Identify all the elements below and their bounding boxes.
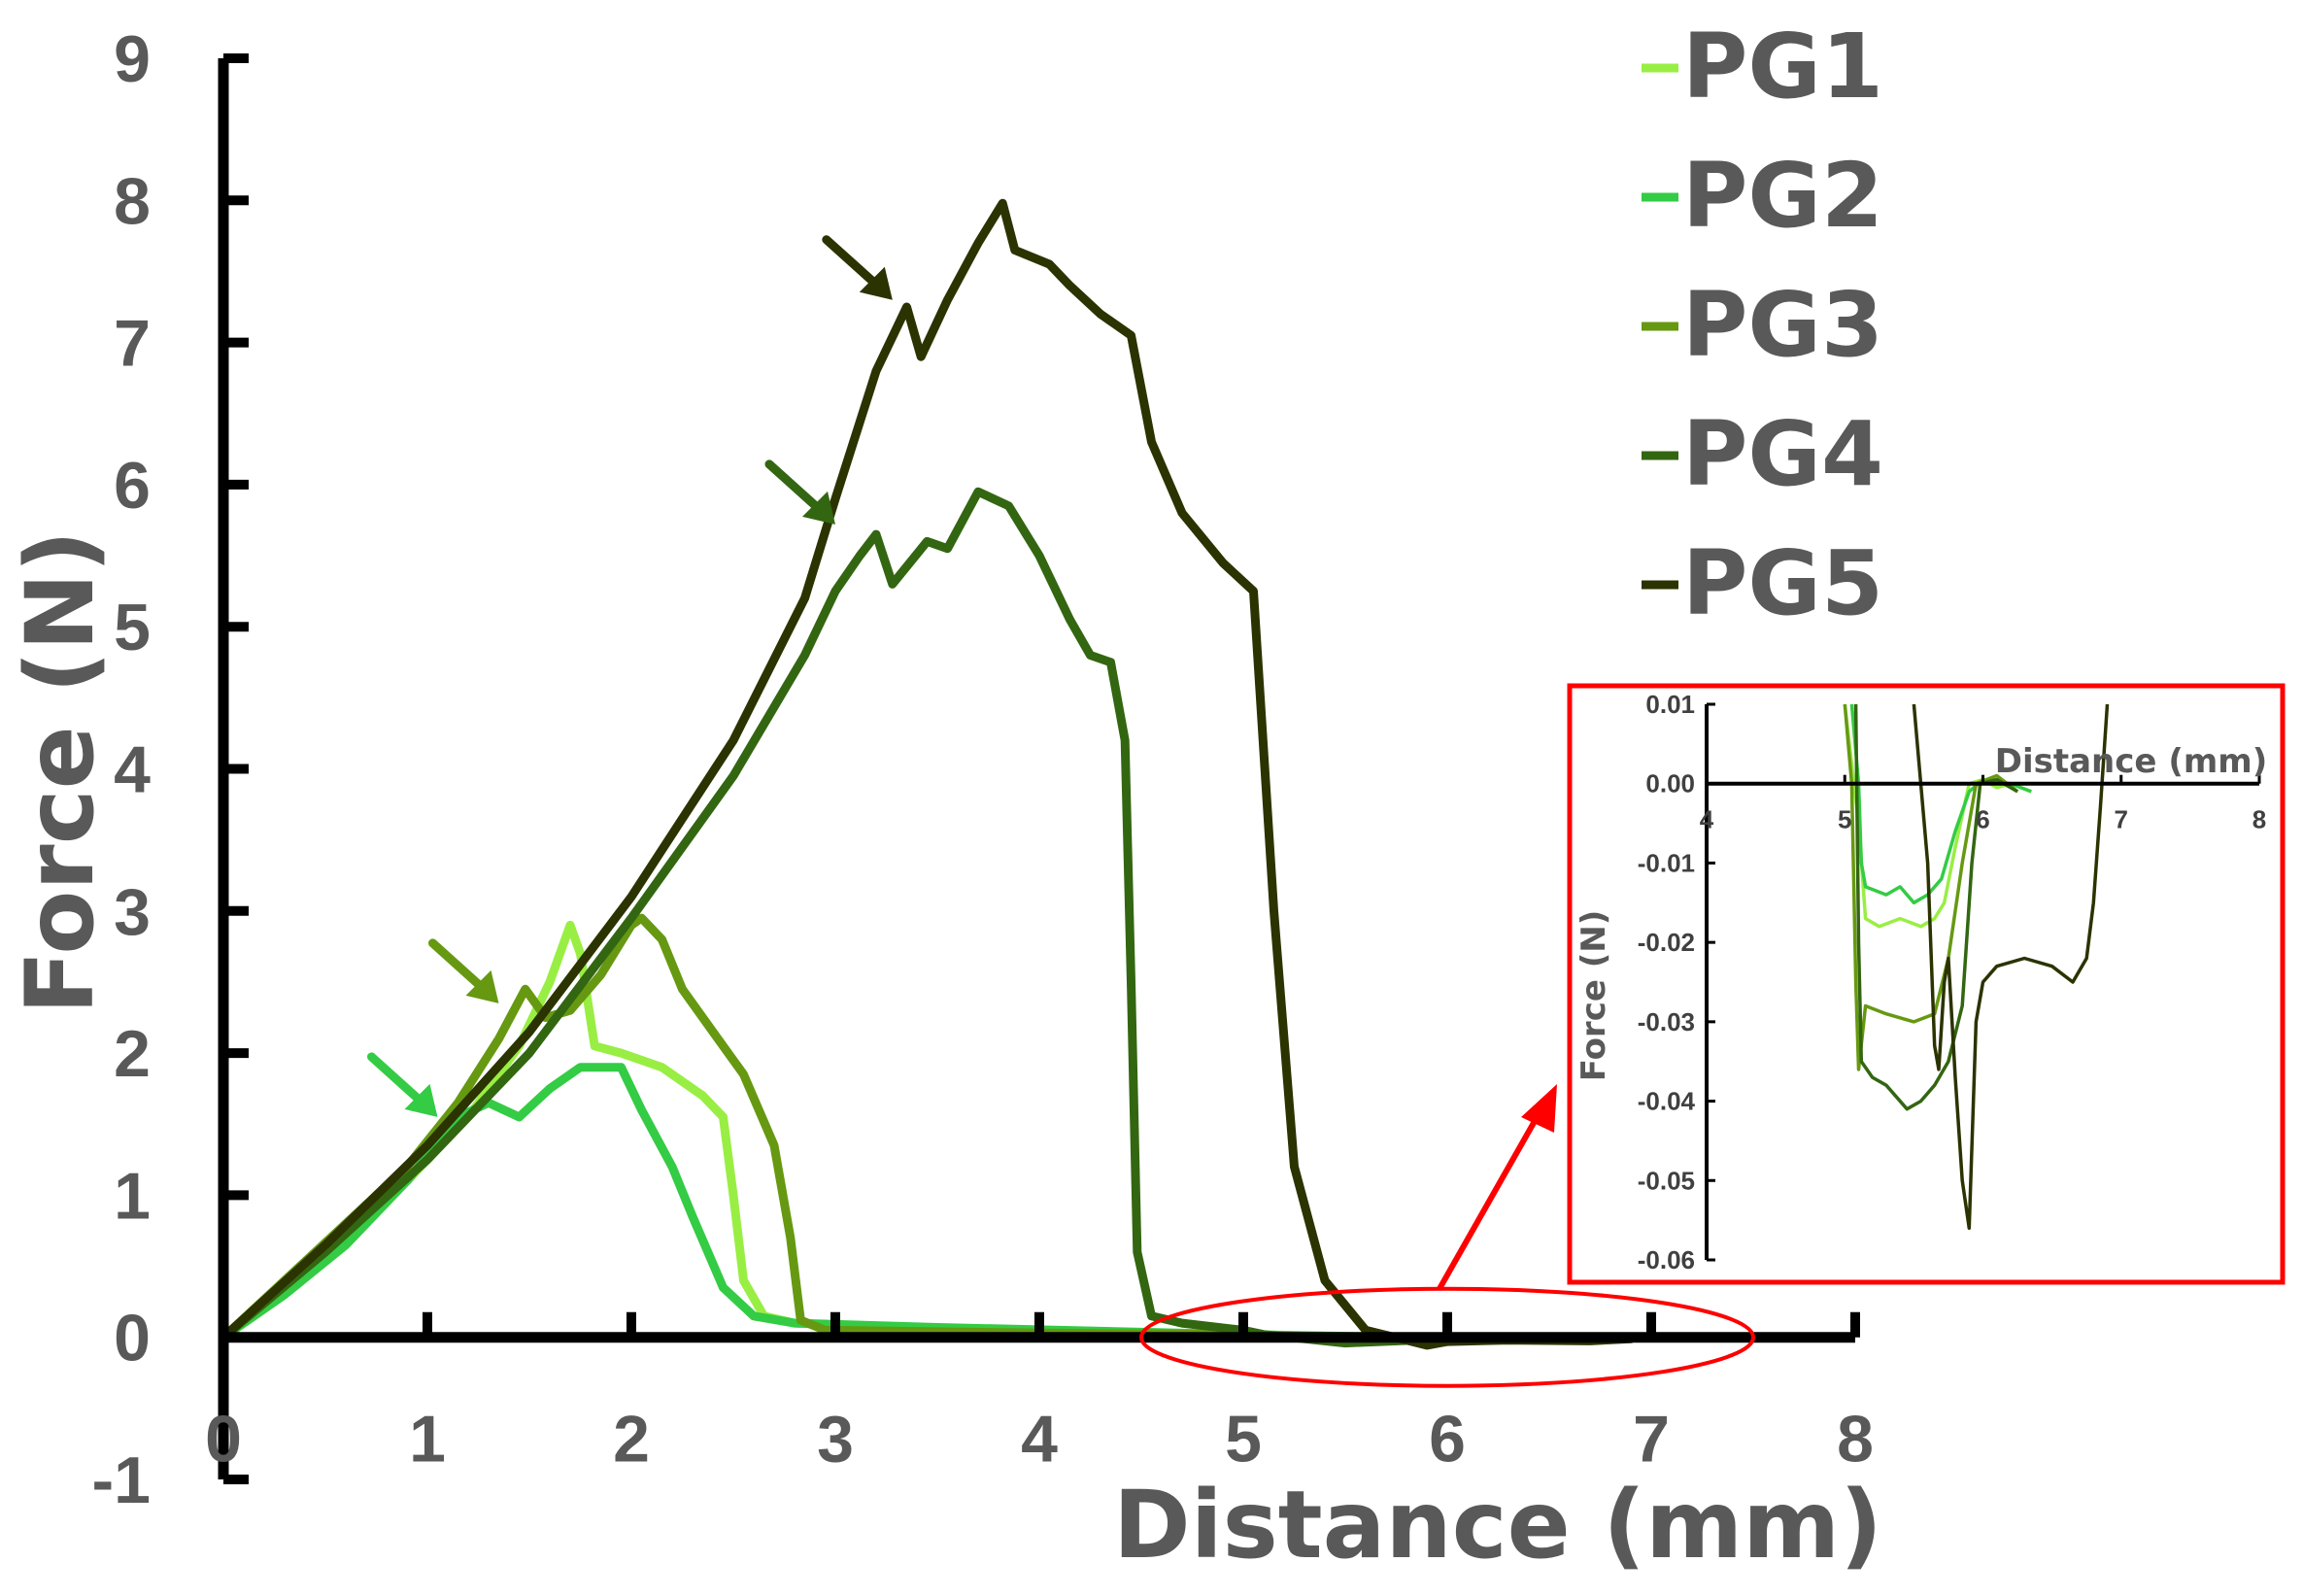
inset-x-tick-label: 4 [1700, 805, 1714, 834]
y-tick-label: 6 [114, 449, 151, 523]
inset-y-tick-label: -0.02 [1638, 928, 1695, 957]
inset-series-line-pg5 [1912, 704, 2110, 1231]
y-tick-label: 0 [114, 1302, 151, 1375]
y-tick-label: 1 [114, 1159, 151, 1233]
x-axis-title: Distance (mm) [1113, 1471, 1882, 1579]
y-tick-label: 9 [114, 22, 151, 96]
legend-label-pg1: PG1 [1682, 15, 1883, 119]
series-line-pg5 [219, 198, 1636, 1350]
inset-x-tick-label: 6 [1976, 805, 1989, 834]
arrow-head-pg5 [859, 266, 893, 300]
annotation-group [367, 235, 1755, 1388]
inset-x-tick-label: 7 [2115, 805, 2128, 834]
zoom-pointer-line [1437, 1105, 1545, 1291]
series-line-pg1 [219, 920, 1513, 1345]
series-line-pg4 [219, 487, 1452, 1348]
inset-axes: 4 5 6 7 8 0.01 0.00 -0.01 -0.02 -0.03 -0.04 -0.05 -0… [1638, 690, 2267, 1274]
inset-x-tick-label: 5 [1838, 805, 1851, 834]
y-tick-label: 7 [114, 307, 151, 381]
inset-y-tick-label: 0.01 [1645, 690, 1695, 719]
main-chart: 0 1 2 3 4 5 6 7 8 -1 0 1 2 3 4 5 6 7 8 9 Force (N) Distance… [6, 22, 1882, 1579]
y-axis-title: Force (N) [6, 530, 115, 1015]
inset-y-tick-label: -0.01 [1638, 848, 1695, 877]
arrow-head-pg3 [465, 969, 499, 1003]
inset-y-tick-label: -0.03 [1638, 1007, 1695, 1036]
legend-label-pg5: PG5 [1682, 531, 1883, 635]
x-tick-label: 0 [205, 1403, 242, 1477]
x-tick-label: 7 [1633, 1403, 1670, 1477]
y-tick-label: 2 [114, 1017, 151, 1091]
y-tick-label: 5 [114, 591, 151, 664]
zoom-pointer-head [1521, 1084, 1557, 1133]
inset-y-tick-label: -0.05 [1638, 1166, 1695, 1195]
series-line-pg3 [219, 913, 1452, 1346]
legend-label-pg3: PG3 [1682, 273, 1883, 377]
inset-chart: 4 5 6 7 8 0.01 0.00 -0.01 -0.02 -0.03 -0.04 -0.05 -0… [1567, 683, 2286, 1285]
inset-y-tick-label: 0.00 [1645, 769, 1695, 798]
x-tick-label: 4 [1021, 1403, 1058, 1477]
main-axes: 0 1 2 3 4 5 6 7 8 -1 0 1 2 3 4 5 6 7 8 9 [92, 22, 1874, 1517]
legend-label-pg4: PG4 [1682, 402, 1883, 506]
inset-x-axis-title: Distance (mm) [1995, 742, 2268, 781]
x-tick-label: 5 [1225, 1403, 1262, 1477]
inset-y-axis-title: Force (N) [1575, 910, 1613, 1082]
x-tick-label: 8 [1837, 1403, 1874, 1477]
legend-label-pg2: PG2 [1682, 144, 1883, 248]
x-tick-label: 3 [817, 1403, 854, 1477]
x-tick-label: 2 [613, 1403, 650, 1477]
y-tick-label: 3 [114, 875, 151, 949]
y-tick-label: 8 [114, 164, 151, 238]
inset-series-line-pg1 [1843, 704, 2032, 929]
x-tick-label: 6 [1429, 1403, 1466, 1477]
y-tick-label: -1 [92, 1443, 151, 1517]
y-tick-label: 4 [114, 733, 151, 807]
inset-x-tick-label: 8 [2252, 805, 2266, 834]
legend: PG1 PG2 PG3 PG4 PG5 [1642, 15, 1883, 635]
inset-series-line-pg4 [1853, 704, 2018, 1111]
main-series-group [219, 198, 1636, 1350]
arrow-head-pg4 [802, 491, 835, 525]
arrow-head-pg2 [404, 1083, 438, 1117]
x-tick-label: 1 [409, 1403, 446, 1477]
inset-y-tick-label: -0.04 [1638, 1087, 1696, 1116]
inset-y-tick-label: -0.06 [1638, 1245, 1695, 1274]
zoom-ellipse [1139, 1286, 1755, 1388]
